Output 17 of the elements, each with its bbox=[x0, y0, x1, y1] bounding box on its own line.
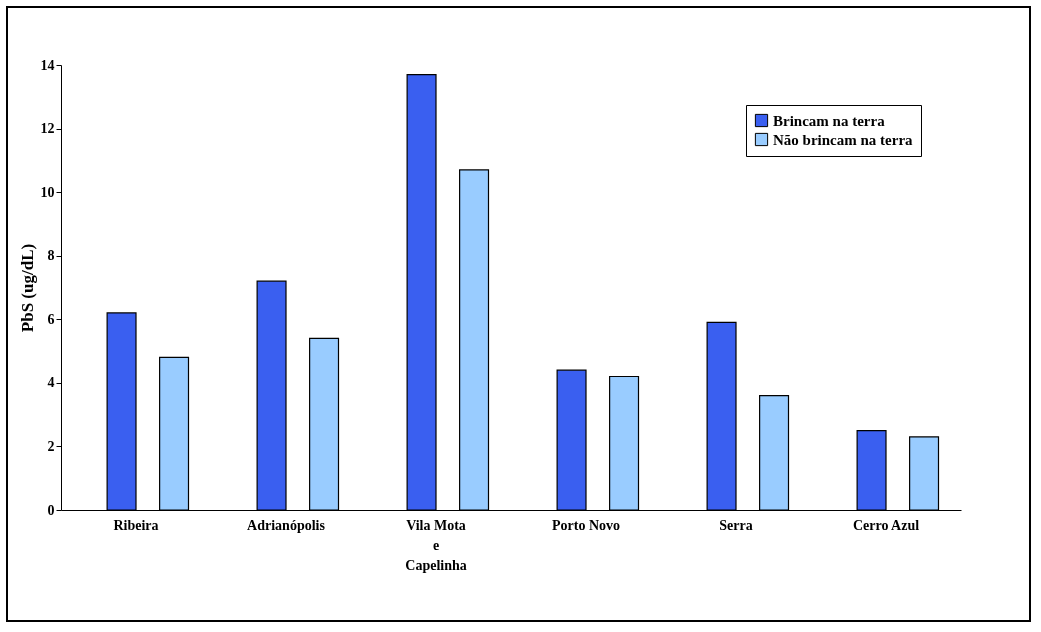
x-tick-label: Cerro Azul bbox=[852, 517, 920, 533]
x-tick-label: Porto Novo bbox=[551, 517, 621, 533]
y-tick-label: 6 bbox=[47, 311, 55, 327]
y-tick-label: 0 bbox=[47, 502, 55, 518]
y-axis-title: PbS (ug/dL) bbox=[17, 243, 37, 333]
x-tick-label: Serra bbox=[719, 517, 753, 533]
legend-label: Não brincam na terra bbox=[773, 131, 914, 148]
y-tick-label: 10 bbox=[40, 184, 55, 200]
y-tick-label: 4 bbox=[47, 375, 55, 391]
x-tick-label: Adrianópolis bbox=[247, 517, 326, 533]
legend-label: Brincam na terra bbox=[773, 112, 886, 129]
y-tick-label: 8 bbox=[47, 248, 55, 264]
y-tick-label: 12 bbox=[40, 121, 55, 137]
x-tick-label: Ribeira bbox=[113, 517, 159, 533]
x-tick-label: Vila Mota e Capelinha bbox=[405, 517, 467, 573]
y-tick-label: 14 bbox=[40, 57, 55, 73]
y-tick-label: 2 bbox=[47, 438, 55, 454]
